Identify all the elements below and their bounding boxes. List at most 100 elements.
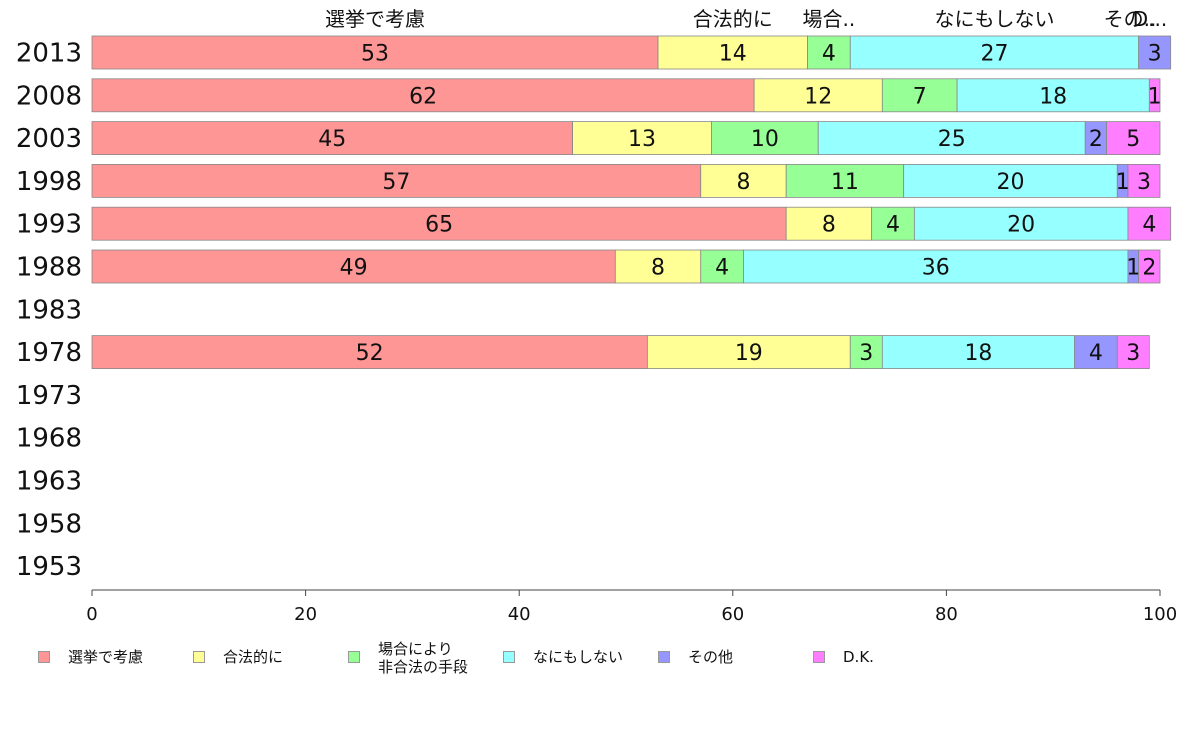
year-label: 1988	[16, 253, 82, 283]
year-label: 2008	[16, 81, 82, 111]
legend-label: 選挙で考慮	[68, 648, 144, 666]
data-label: 49	[340, 256, 368, 281]
bar-segment	[785, 206, 873, 241]
data-label: 4	[886, 213, 900, 238]
bar-segment	[753, 78, 883, 113]
bar-segment	[91, 78, 755, 113]
x-tick-label: 80	[935, 604, 958, 625]
data-label: 8	[822, 213, 836, 238]
data-label: 20	[996, 170, 1024, 195]
data-label: 4	[1089, 341, 1103, 366]
data-label: 27	[980, 42, 1008, 67]
top-series-label: 合法的に	[693, 7, 773, 31]
legend-item: なにもしない	[503, 640, 623, 666]
data-label: 7	[913, 84, 927, 109]
year-label: 1983	[16, 295, 82, 325]
bar-segment	[817, 121, 1086, 155]
data-label: 18	[1039, 84, 1067, 109]
bar-segment	[881, 78, 958, 113]
data-label: 4	[1142, 213, 1156, 238]
data-label: 52	[356, 341, 384, 366]
legend-swatch	[813, 651, 825, 663]
legend-label-line: 場合により	[378, 640, 453, 658]
data-label: 3	[859, 341, 873, 366]
top-series-label: 選挙で考慮	[325, 7, 425, 31]
data-label: 36	[922, 256, 950, 281]
data-label: 1	[1148, 84, 1162, 109]
legend-swatch	[658, 651, 670, 663]
bar-segment	[903, 163, 1118, 198]
top-series-label: D...	[1133, 7, 1167, 31]
bar-segment	[711, 121, 819, 155]
top-series-label: その..	[1104, 7, 1157, 31]
year-label: 1993	[16, 210, 82, 240]
top-series-label: 場合..	[803, 7, 856, 31]
bar-segment	[849, 335, 883, 370]
data-label: 13	[628, 127, 656, 152]
bar-segment	[1127, 206, 1172, 241]
data-label: 25	[938, 127, 966, 152]
bar-segment	[956, 78, 1150, 113]
data-label: 19	[735, 341, 763, 366]
bar-segment	[91, 121, 574, 155]
bar-segment	[91, 335, 648, 370]
x-tick-label: 0	[86, 604, 97, 625]
bar-segment	[1138, 35, 1172, 70]
data-label: 8	[651, 256, 665, 281]
bar-segment	[1148, 78, 1161, 113]
legend-item: その他	[658, 640, 733, 666]
data-label: 53	[361, 42, 389, 67]
data-label: 3	[1126, 341, 1140, 366]
bar-segment	[572, 121, 712, 155]
year-label: 1958	[16, 509, 82, 539]
data-label: 57	[382, 170, 410, 195]
legend-swatch	[193, 651, 205, 663]
year-label: 1978	[16, 338, 82, 368]
legend-item: D.K.	[813, 640, 874, 666]
year-label: 1968	[16, 424, 82, 454]
legend-item: 選挙で考慮	[38, 640, 143, 666]
data-label: 2	[1089, 127, 1103, 152]
bar-segment	[807, 35, 851, 70]
bar-segment	[614, 249, 702, 284]
legend: 選挙で考慮 合法的に 場合により 非合法の手段 なにもしない その他 D.K.	[38, 640, 1138, 700]
year-label: 2003	[16, 124, 82, 154]
legend-item: 場合により 非合法の手段	[348, 640, 468, 676]
bar-segment	[881, 335, 1075, 370]
legend-label: その他	[688, 648, 734, 666]
bar-segment	[646, 335, 851, 370]
bar-segment	[1106, 121, 1161, 155]
x-tick-label: 20	[294, 604, 317, 625]
x-tick-label: 40	[508, 604, 531, 625]
data-label: 65	[425, 213, 453, 238]
bar-segment	[1074, 335, 1118, 370]
year-label: 1953	[16, 552, 82, 582]
x-tick-label: 100	[1143, 604, 1177, 625]
data-label: 12	[804, 84, 832, 109]
bar-segment	[849, 35, 1140, 70]
bar-segment	[91, 163, 702, 198]
bar-segment	[913, 206, 1129, 241]
legend-label: D.K.	[843, 648, 874, 666]
data-label: 10	[751, 127, 779, 152]
data-label: 8	[736, 170, 750, 195]
data-label: 1	[1116, 170, 1130, 195]
bar-segment	[1116, 335, 1150, 370]
legend-label: 場合により 非合法の手段	[378, 640, 468, 676]
data-label: 2	[1142, 256, 1156, 281]
bar-segment	[657, 35, 808, 70]
bar-segment	[91, 206, 787, 241]
data-label: 5	[1126, 127, 1140, 152]
data-label: 11	[831, 170, 859, 195]
data-label: 62	[409, 84, 437, 109]
data-label: 3	[1137, 170, 1151, 195]
data-label: 4	[822, 42, 836, 67]
legend-label: 合法的に	[223, 648, 284, 666]
year-label: 1998	[16, 167, 82, 197]
data-label: 45	[318, 127, 346, 152]
data-label: 4	[715, 256, 729, 281]
legend-swatch	[348, 651, 360, 663]
bar-segment	[1127, 163, 1161, 198]
legend-item: 合法的に	[193, 640, 283, 666]
